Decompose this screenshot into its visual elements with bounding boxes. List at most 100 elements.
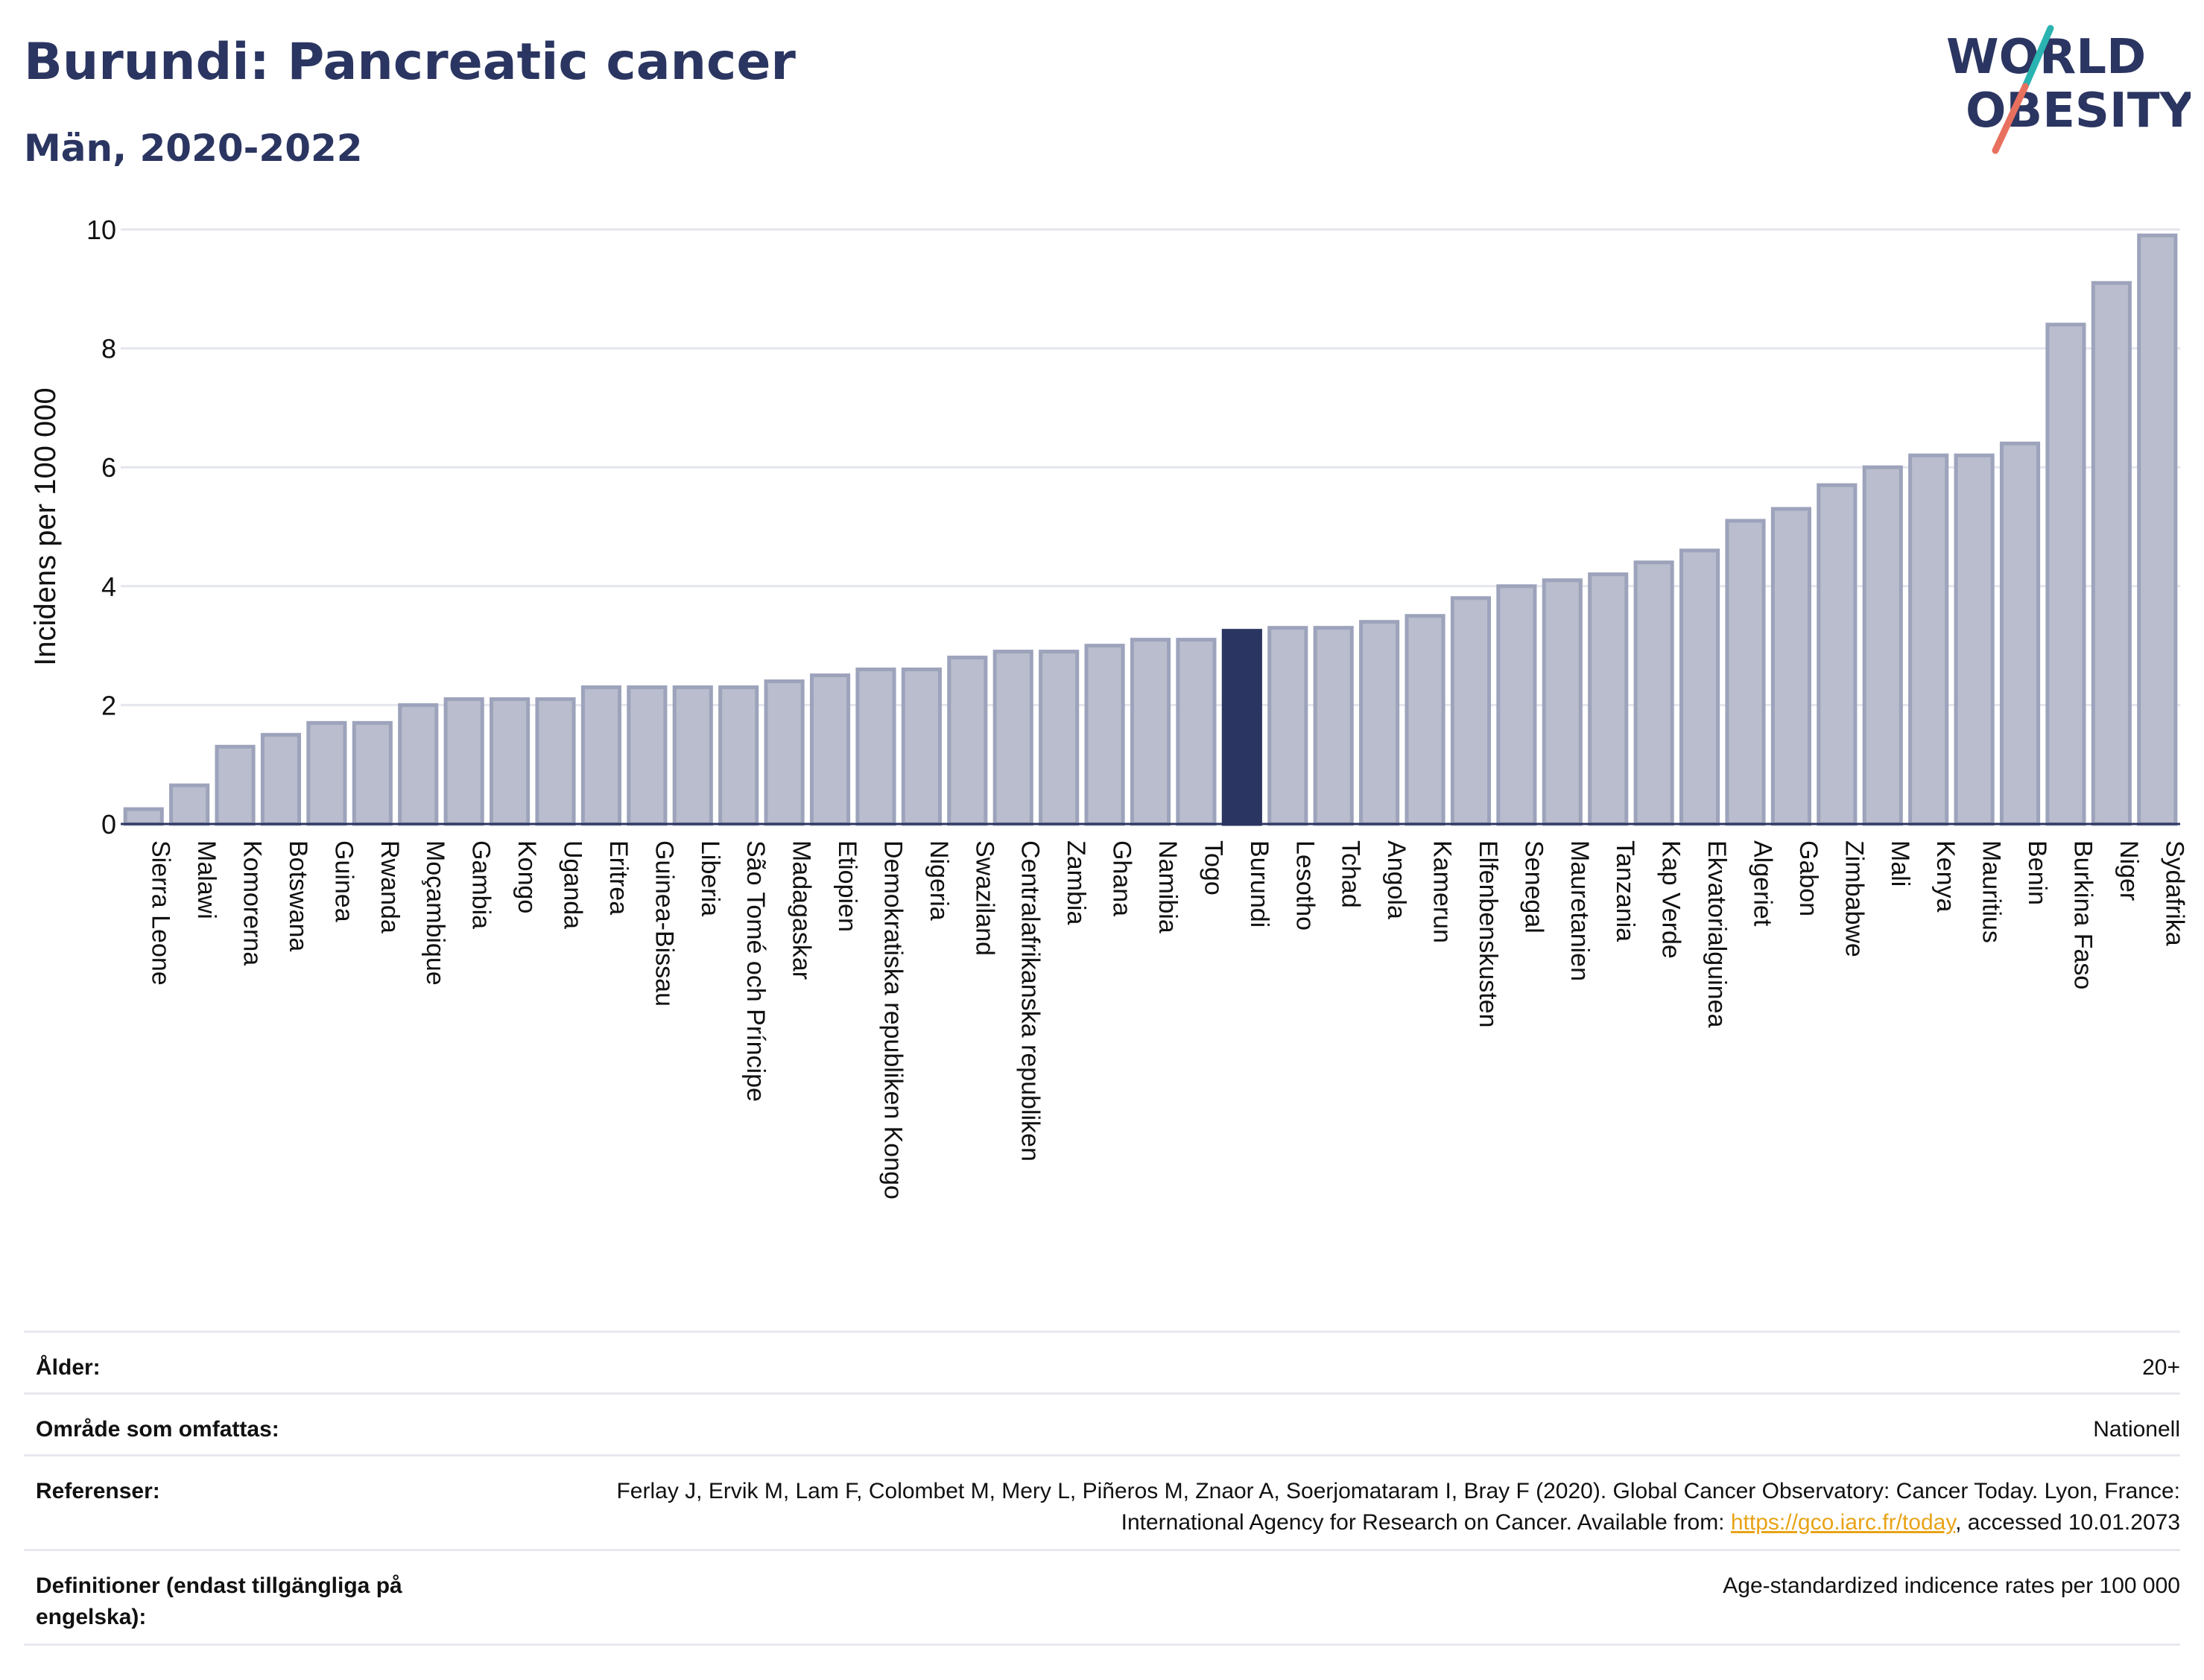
x-tick-label: Malawi	[192, 840, 221, 919]
bar	[901, 668, 942, 826]
bar	[1770, 507, 1811, 826]
x-tick-label: Ghana	[1108, 840, 1136, 916]
x-tick-label: Liberia	[696, 840, 724, 916]
y-tick-label: 4	[101, 571, 116, 602]
x-tick-label: Sydafrika	[2160, 840, 2188, 946]
x-tick-label: Niger	[2115, 840, 2143, 901]
x-tick-label: Gabon	[1794, 840, 1823, 916]
meta-value-definitions: Age-standardized indicence rates per 100…	[1723, 1573, 2180, 1598]
meta-label-area: Område som omfattas:	[36, 1417, 279, 1442]
bar	[2091, 281, 2132, 826]
x-tick-label: Swaziland	[970, 840, 998, 956]
x-tick-label: Kongo	[513, 840, 541, 913]
bar	[398, 703, 439, 826]
bar	[260, 732, 302, 826]
x-tick-label: Benin	[2023, 840, 2051, 905]
bar	[123, 807, 164, 826]
bar	[947, 656, 988, 826]
bar	[169, 783, 210, 826]
x-tick-label: Botswana	[284, 840, 312, 951]
bar	[1039, 650, 1080, 826]
logo-slash-teal	[2021, 25, 2054, 90]
x-tick-label: Kamerun	[1428, 840, 1457, 943]
bar	[535, 697, 576, 826]
bar	[1633, 560, 1674, 826]
meta-label-references: Referenser:	[36, 1479, 160, 1503]
bar	[1221, 629, 1262, 826]
bar	[1999, 441, 2041, 826]
bar	[443, 697, 484, 826]
bar	[215, 744, 256, 826]
x-tick-label: Senegal	[1519, 840, 1548, 933]
reference-accessed: , accessed 10.01.2073	[1955, 1510, 2180, 1535]
x-tick-label: Elfenbenskusten	[1474, 840, 1502, 1027]
bar	[1908, 453, 1949, 826]
bar	[1679, 548, 1720, 826]
bar	[1588, 572, 1629, 826]
x-tick-label: Guinea-Bissau	[650, 840, 678, 1007]
x-tick-label: Etiopien	[833, 840, 861, 932]
x-tick-label: São Tomé och Príncipe	[741, 840, 770, 1102]
bar	[992, 650, 1033, 826]
bar	[2137, 233, 2178, 826]
x-tick-label: Tanzania	[1611, 840, 1639, 942]
bar	[672, 685, 713, 826]
bar	[1130, 638, 1171, 826]
y-tick-label: 10	[86, 215, 116, 245]
bar	[627, 685, 668, 826]
bar	[1176, 638, 1217, 826]
x-tick-label: Kenya	[1931, 840, 1960, 912]
bar	[2045, 323, 2086, 826]
bar	[855, 668, 896, 826]
meta-row-age: Ålder: 20+	[24, 1331, 2180, 1392]
bar	[1954, 453, 1995, 826]
bar	[352, 720, 393, 826]
bar	[1313, 626, 1354, 826]
y-axis-label: Incidens per 100 000	[29, 387, 62, 666]
x-tick-label: Mali	[1886, 840, 1914, 887]
y-tick-label: 2	[101, 690, 116, 720]
x-tick-label: Kap Verde	[1657, 840, 1685, 959]
x-tick-label: Madagaskar	[788, 840, 816, 980]
meta-value-age: 20+	[2142, 1355, 2180, 1380]
bar	[1405, 614, 1445, 826]
bar	[809, 673, 851, 826]
x-tick-label: Algeriet	[1748, 840, 1776, 927]
y-tick-label: 6	[101, 452, 116, 483]
bar	[1542, 578, 1583, 826]
reference-text: Ferlay J, Ervik M, Lam F, Colombet M, Me…	[616, 1479, 2180, 1535]
y-tick-label: 8	[101, 334, 116, 364]
meta-row-definitions: Definitioner (endast tillgängliga på eng…	[24, 1549, 2180, 1646]
x-tick-label: Centralafrikanska republiken	[1016, 840, 1045, 1161]
x-tick-label: Mauritius	[1977, 840, 2006, 943]
x-tick-label: Komorerna	[238, 840, 267, 966]
x-tick-label: Zambia	[1062, 840, 1090, 925]
meta-row-references: Referenser: Ferlay J, Ervik M, Lam F, Co…	[24, 1454, 2180, 1549]
meta-label-age: Ålder:	[36, 1355, 101, 1380]
bar	[1496, 584, 1537, 826]
logo-slash-coral	[1992, 83, 2029, 154]
x-tick-label: Nigeria	[925, 840, 953, 921]
x-tick-label: Togo	[1199, 840, 1227, 896]
x-tick-label: Angola	[1382, 840, 1410, 919]
x-tick-label: Burundi	[1245, 840, 1273, 928]
x-tick-label: Namibia	[1153, 840, 1182, 933]
bar	[1862, 465, 1903, 826]
bar	[764, 679, 805, 826]
x-tick-label: Moçambique	[421, 840, 449, 986]
reference-link[interactable]: https://gco.iarc.fr/today	[1730, 1510, 1956, 1535]
y-tick-label: 0	[101, 809, 116, 840]
bar-chart: 0 2 4 6 8 10 Incidens per 100 000 Sierra Leone M…	[29, 215, 2188, 1199]
x-tick-label: Guinea	[329, 840, 358, 922]
x-tick-label: Lesotho	[1291, 840, 1319, 931]
meta-value-references: Ferlay J, Ervik M, Lam F, Colombet M, Me…	[615, 1476, 2180, 1538]
meta-row-area: Område som omfattas: Nationell	[24, 1392, 2180, 1454]
x-tick-label: Gambia	[467, 840, 495, 929]
x-tick-label: Eritrea	[604, 840, 633, 915]
world-obesity-logo: WORLD OBESITY	[1946, 25, 2191, 154]
x-tick-label: Demokratiska republiken Kongo	[878, 840, 907, 1199]
x-tick-label: Mauretanien	[1565, 840, 1594, 981]
chart-title: Burundi: Pancreatic cancer	[24, 33, 796, 92]
meta-label-definitions: Definitioner (endast tillgängliga på eng…	[36, 1573, 402, 1629]
bar	[580, 685, 622, 826]
